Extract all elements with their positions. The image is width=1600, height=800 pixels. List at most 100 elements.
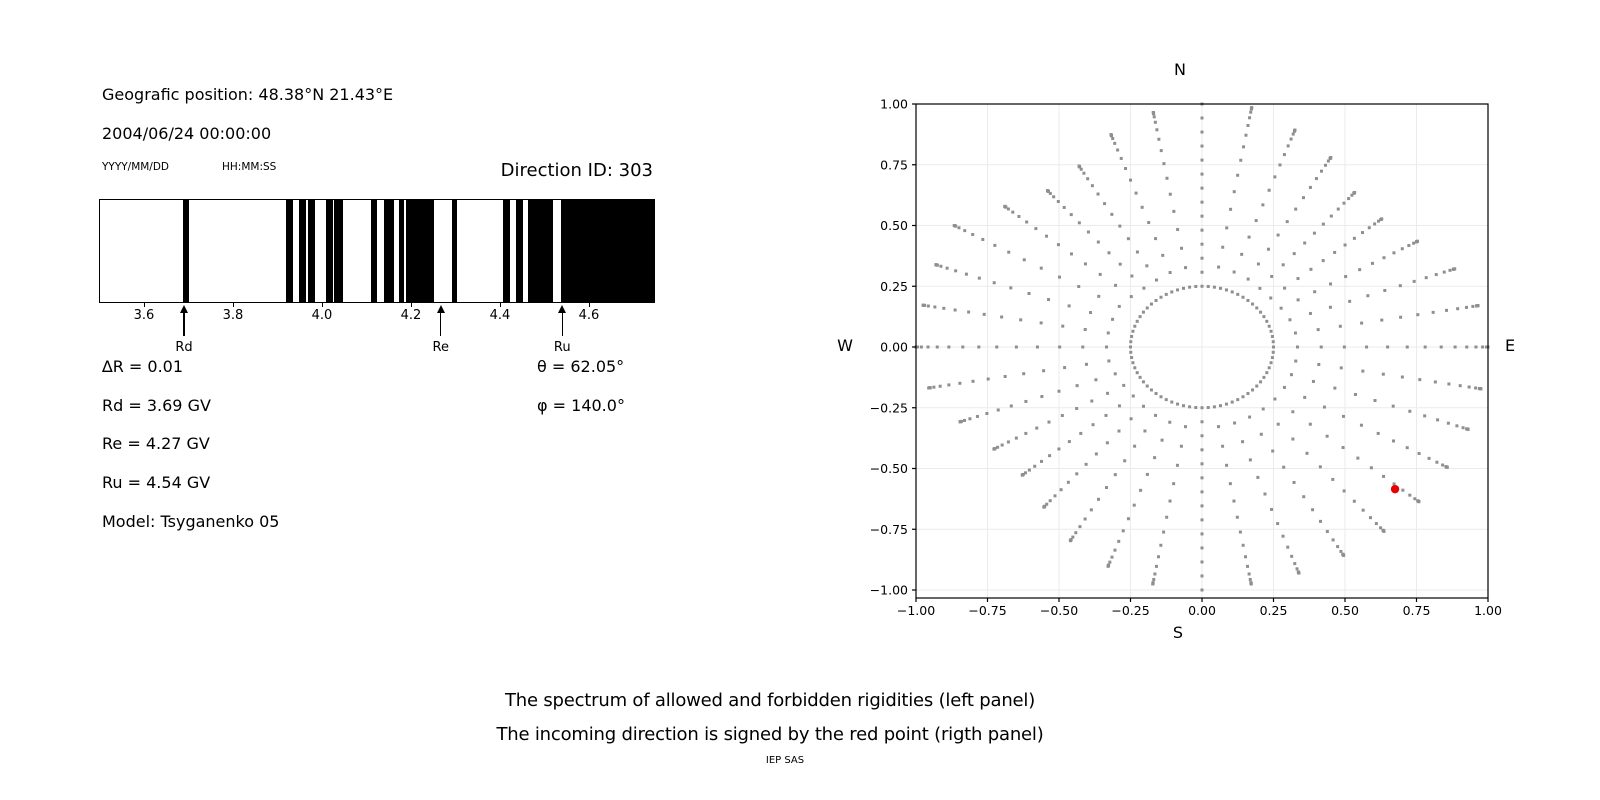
scatter-dot: [1339, 549, 1343, 553]
scatter-dot: [1172, 209, 1176, 213]
incoming-direction-red-point: [1390, 484, 1400, 494]
scatter-dot: [1188, 285, 1192, 289]
scatter-dot: [1118, 224, 1122, 228]
scatter-dot: [1113, 473, 1117, 477]
scatter-dot: [1247, 235, 1251, 239]
scatter-dot: [1200, 574, 1204, 578]
scatter-dot: [1129, 345, 1132, 349]
scatter-dot: [1117, 304, 1121, 308]
scatter-dot: [1176, 402, 1180, 406]
scatter-dot: [1117, 429, 1121, 433]
allowed-rigidity-band: [502, 200, 511, 302]
scatter-dot: [1045, 502, 1049, 506]
scatter-dot: [963, 229, 967, 233]
spectrum-axis-tick: [410, 302, 413, 307]
scatter-dot: [1067, 304, 1071, 308]
spectrum-axis-tick: [321, 302, 324, 307]
scatter-dot: [1380, 318, 1384, 322]
scatter-dot: [1135, 371, 1139, 375]
scatter-dot: [1156, 555, 1160, 559]
scatter-dot: [1319, 169, 1323, 173]
allowed-rigidity-band: [451, 200, 458, 302]
scatter-dot: [1246, 564, 1250, 568]
scatter-dot: [1230, 290, 1234, 294]
x-axis-tick-label: −0.25: [1111, 603, 1149, 618]
scatter-dot: [1361, 231, 1365, 235]
scatter-dot: [1267, 188, 1271, 192]
scatter-dot: [1441, 463, 1445, 467]
scatter-dot: [1113, 372, 1117, 376]
spectrum-axis-tick-label: 4.0: [311, 308, 333, 323]
cutoff-label: Rd: [175, 340, 193, 355]
allowed-rigidity-band: [334, 200, 343, 302]
scatter-dot: [1130, 356, 1134, 360]
scatter-dot: [1084, 362, 1088, 366]
scatter-dot: [1053, 494, 1057, 498]
scatter-dot: [1161, 253, 1165, 257]
scatter-dot: [1329, 282, 1333, 286]
scatter-dot: [993, 243, 997, 247]
scatter-dot: [1140, 205, 1144, 209]
scatter-dot: [1446, 421, 1450, 425]
scatter-dot: [1282, 385, 1286, 389]
scatter-dot: [1371, 261, 1375, 265]
model-text: Model: Tsyganenko 05: [102, 512, 280, 531]
scatter-dot: [932, 385, 936, 389]
scatter-dot: [1175, 463, 1179, 467]
scatter-dot: [1181, 404, 1185, 408]
scatter-dot: [1083, 262, 1087, 266]
scatter-dot: [1270, 274, 1274, 278]
arrow-up-icon: [179, 305, 188, 313]
x-axis-tick-label: 0.50: [1331, 603, 1359, 618]
scatter-dot: [1046, 189, 1050, 193]
scatter-dot: [1326, 159, 1330, 163]
scatter-dot: [1194, 406, 1198, 410]
scatter-dot: [1003, 204, 1007, 208]
scatter-dot: [1285, 220, 1289, 224]
scatter-dot: [1329, 156, 1333, 160]
scatter-dot: [1200, 588, 1204, 592]
scatter-dot: [1123, 459, 1127, 463]
scatter-dot: [1027, 468, 1031, 472]
scatter-dot: [1118, 262, 1122, 266]
scatter-dot: [1296, 298, 1300, 302]
scatter-dot: [1200, 434, 1204, 438]
scatter-dot: [1353, 392, 1357, 396]
scatter-dot: [1047, 298, 1051, 302]
scatter-dot: [1162, 530, 1166, 534]
scatter-dot: [1159, 149, 1163, 153]
spectrum-axis-tick-label: 4.4: [489, 308, 511, 323]
scatter-dot: [1170, 400, 1174, 404]
scatter-dot: [935, 345, 939, 349]
scatter-dot: [1147, 221, 1151, 225]
scatter-dot: [1074, 531, 1078, 535]
scatter-dot: [1003, 374, 1007, 378]
scatter-dot: [1009, 286, 1013, 290]
scatter-dot: [1035, 426, 1039, 430]
scatter-dot: [1082, 171, 1086, 175]
scatter-dot: [1089, 508, 1093, 512]
scatter-dot: [1024, 431, 1028, 435]
scatter-dot: [1168, 420, 1172, 424]
x-axis-tick-label: 0.00: [1188, 603, 1216, 618]
scatter-dot: [1405, 345, 1409, 349]
scatter-dot: [1145, 264, 1149, 268]
scatter-dot: [1361, 369, 1365, 373]
allowed-rigidity-band: [399, 200, 405, 302]
scatter-dot: [1117, 404, 1121, 408]
scatter-dot: [981, 237, 985, 241]
scatter-dot: [1107, 359, 1111, 363]
scatter-dot: [1086, 230, 1090, 234]
phi-value-text: φ = 140.0°: [537, 396, 625, 415]
scatter-dot: [1117, 539, 1121, 543]
scatter-dot: [1392, 251, 1396, 255]
scatter-dot: [1458, 384, 1462, 388]
scatter-dot: [1240, 252, 1244, 256]
scatter-dot: [1400, 375, 1404, 379]
scatter-dot: [1105, 441, 1109, 445]
scatter-dot: [1265, 371, 1269, 375]
scatter-dot: [1104, 345, 1108, 349]
scatter-dot: [1311, 508, 1315, 512]
spectrum-axis-tick-label: 4.2: [400, 308, 422, 323]
scatter-dot: [1224, 288, 1228, 292]
